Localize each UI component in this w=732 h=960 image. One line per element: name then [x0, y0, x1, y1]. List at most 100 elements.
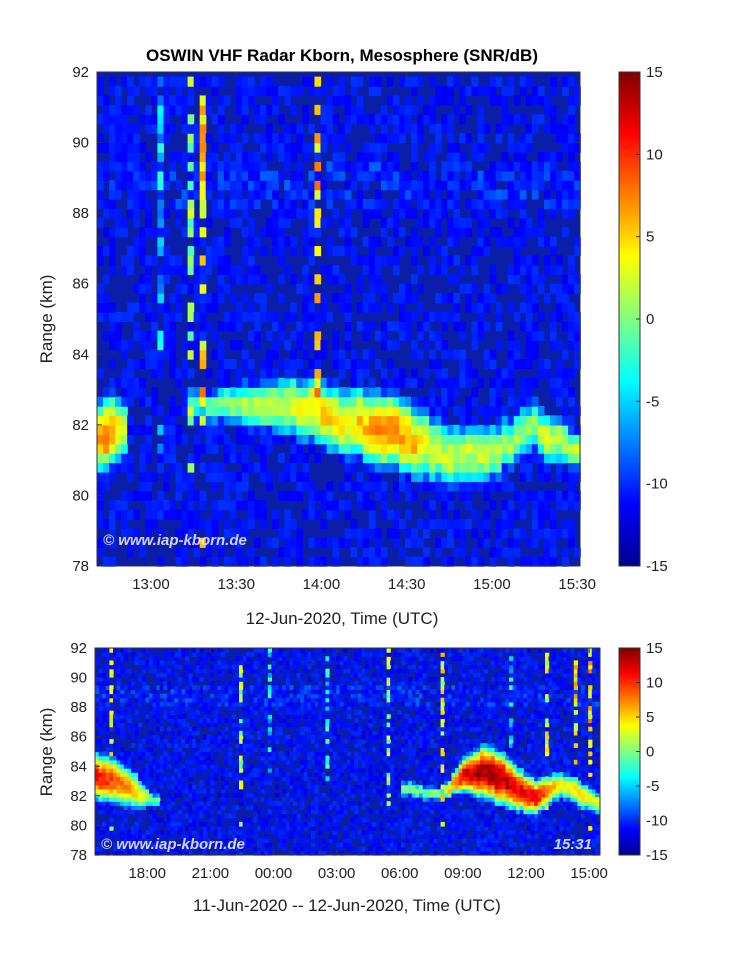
heatmap-cell: [284, 217, 291, 228]
heatmap-cell: [278, 685, 283, 690]
heatmap-cell: [543, 123, 551, 134]
heatmap-cell: [459, 264, 467, 275]
heatmap-cell: [380, 406, 388, 417]
heatmap-cell: [187, 133, 195, 144]
top-x-axis: 13:00 13:30 14:00 14:30 15:00 15:30: [132, 72, 596, 593]
heatmap-cell: [379, 776, 384, 782]
heatmap-cell: [435, 217, 442, 228]
heatmap-cell: [253, 743, 258, 748]
heatmap-cell: [303, 776, 308, 782]
heatmap-cell: [459, 227, 467, 238]
heatmap-cell: [120, 759, 125, 765]
heatmap-cell: [163, 838, 168, 844]
heatmap-cell: [307, 722, 312, 728]
heatmap-cell: [206, 722, 211, 728]
heatmap-cell: [284, 358, 291, 370]
heatmap-cell: [405, 330, 412, 341]
heatmap-cell: [383, 801, 388, 806]
heatmap-cell: [123, 788, 128, 794]
heatmap-cell: [254, 443, 261, 454]
heatmap-cell: [453, 161, 460, 172]
heatmap-cell: [123, 755, 128, 761]
heatmap-cell: [127, 161, 134, 172]
heatmap-cell: [383, 730, 388, 736]
heatmap-cell: [98, 809, 103, 815]
heatmap-cell: [224, 693, 229, 699]
heatmap-cell: [531, 255, 539, 266]
heatmap-cell: [163, 349, 171, 360]
heatmap-cell: [374, 358, 382, 370]
heatmap-cell: [447, 114, 454, 125]
heatmap-cell: [501, 415, 509, 426]
heatmap-cell: [235, 377, 243, 388]
heatmap-cell: [300, 672, 305, 678]
heatmap-cell: [138, 772, 143, 777]
heatmap-cell: [249, 776, 254, 782]
heatmap-cell: [185, 689, 190, 695]
heatmap-cell: [300, 660, 305, 666]
heatmap-cell: [260, 114, 267, 125]
heatmap-cell: [199, 759, 204, 765]
heatmap-cell: [362, 443, 370, 454]
heatmap-cell: [336, 714, 341, 719]
heatmap-cell: [163, 471, 171, 482]
heatmap-cell: [267, 648, 272, 653]
heatmap-cell: [152, 705, 157, 711]
heatmap-cell: [267, 730, 272, 736]
heatmap-cell: [531, 349, 539, 360]
heatmap-cell: [157, 133, 165, 144]
heatmap-cell: [531, 170, 539, 181]
heatmap-cell: [293, 801, 298, 806]
heatmap-cell: [344, 453, 352, 464]
heatmap-cell: [380, 434, 388, 445]
heatmap-cell: [109, 302, 116, 313]
heatmap-cell: [235, 490, 243, 501]
heatmap-cell: [513, 142, 521, 153]
heatmap-cell: [357, 821, 362, 827]
heatmap-cell: [336, 817, 341, 823]
heatmap-cell: [357, 834, 362, 840]
heatmap-cell: [471, 387, 479, 398]
heatmap-cell: [260, 809, 265, 815]
heatmap-cell: [211, 86, 219, 97]
heatmap-cell: [483, 462, 491, 473]
heatmap-cell: [368, 768, 373, 773]
heatmap-cell: [293, 714, 298, 719]
heatmap-cell: [213, 739, 218, 744]
heatmap-cell: [109, 443, 116, 454]
heatmap-cell: [568, 368, 575, 379]
heatmap-cell: [229, 142, 237, 153]
heatmap-cell: [441, 246, 448, 257]
heatmap-cell: [543, 189, 551, 200]
heatmap-cell: [372, 648, 377, 653]
heatmap-cell: [311, 826, 316, 831]
heatmap-cell: [290, 443, 297, 454]
heatmap-cell: [507, 180, 515, 191]
heatmap-cell: [170, 710, 175, 715]
heatmap-cell: [174, 701, 179, 707]
heatmap-cell: [380, 142, 388, 153]
heatmap-cell: [284, 236, 291, 247]
heatmap-cell: [284, 151, 291, 163]
heatmap-cell: [501, 518, 509, 530]
heatmap-cell: [344, 180, 352, 191]
heatmap-cell: [116, 672, 121, 678]
heatmap-cell: [368, 834, 373, 840]
heatmap-cell: [405, 424, 412, 435]
heatmap-cell: [278, 718, 283, 724]
heatmap-cell: [127, 86, 134, 97]
heatmap-cell: [326, 170, 334, 181]
heatmap-cell: [235, 368, 243, 379]
heatmap-cell: [568, 151, 575, 163]
heatmap-cell: [123, 805, 128, 811]
heatmap-cell: [127, 693, 132, 699]
heatmap-cell: [159, 776, 164, 782]
heatmap-cell: [356, 424, 364, 435]
heatmap-cell: [318, 747, 323, 753]
heatmap-cell: [374, 406, 382, 417]
heatmap-cell: [459, 377, 467, 388]
heatmap-cell: [95, 826, 100, 831]
heatmap-cell: [350, 826, 355, 831]
heatmap-cell: [495, 198, 503, 210]
heatmap-cell: [235, 528, 243, 539]
